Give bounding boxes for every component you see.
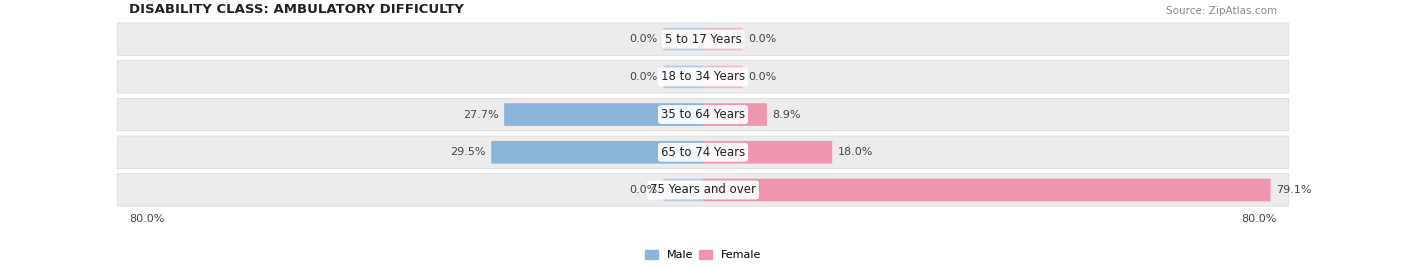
- FancyBboxPatch shape: [505, 103, 703, 126]
- FancyBboxPatch shape: [117, 98, 1289, 131]
- FancyBboxPatch shape: [703, 103, 766, 126]
- FancyBboxPatch shape: [117, 136, 1289, 169]
- Text: 0.0%: 0.0%: [630, 185, 658, 195]
- Text: Source: ZipAtlas.com: Source: ZipAtlas.com: [1166, 6, 1277, 16]
- FancyBboxPatch shape: [703, 141, 832, 163]
- FancyBboxPatch shape: [703, 179, 1271, 201]
- Text: 0.0%: 0.0%: [748, 34, 776, 44]
- FancyBboxPatch shape: [664, 66, 703, 88]
- FancyBboxPatch shape: [664, 28, 703, 50]
- Text: 0.0%: 0.0%: [630, 34, 658, 44]
- Text: 0.0%: 0.0%: [748, 72, 776, 82]
- FancyBboxPatch shape: [664, 179, 703, 201]
- FancyBboxPatch shape: [117, 23, 1289, 55]
- Text: 8.9%: 8.9%: [772, 110, 801, 120]
- Text: 18.0%: 18.0%: [838, 147, 873, 157]
- Text: 65 to 74 Years: 65 to 74 Years: [661, 146, 745, 159]
- Text: 5 to 17 Years: 5 to 17 Years: [665, 33, 741, 46]
- Legend: Male, Female: Male, Female: [640, 245, 766, 265]
- Text: 79.1%: 79.1%: [1277, 185, 1312, 195]
- Text: 35 to 64 Years: 35 to 64 Years: [661, 108, 745, 121]
- FancyBboxPatch shape: [117, 61, 1289, 93]
- Text: 80.0%: 80.0%: [129, 214, 165, 225]
- FancyBboxPatch shape: [703, 66, 742, 88]
- Text: 18 to 34 Years: 18 to 34 Years: [661, 70, 745, 83]
- Text: 29.5%: 29.5%: [450, 147, 485, 157]
- Text: DISABILITY CLASS: AMBULATORY DIFFICULTY: DISABILITY CLASS: AMBULATORY DIFFICULTY: [129, 3, 464, 16]
- Text: 80.0%: 80.0%: [1241, 214, 1277, 225]
- FancyBboxPatch shape: [491, 141, 703, 163]
- Text: 27.7%: 27.7%: [463, 110, 499, 120]
- Text: 0.0%: 0.0%: [630, 72, 658, 82]
- Text: 75 Years and over: 75 Years and over: [650, 184, 756, 196]
- FancyBboxPatch shape: [117, 174, 1289, 206]
- FancyBboxPatch shape: [703, 28, 742, 50]
